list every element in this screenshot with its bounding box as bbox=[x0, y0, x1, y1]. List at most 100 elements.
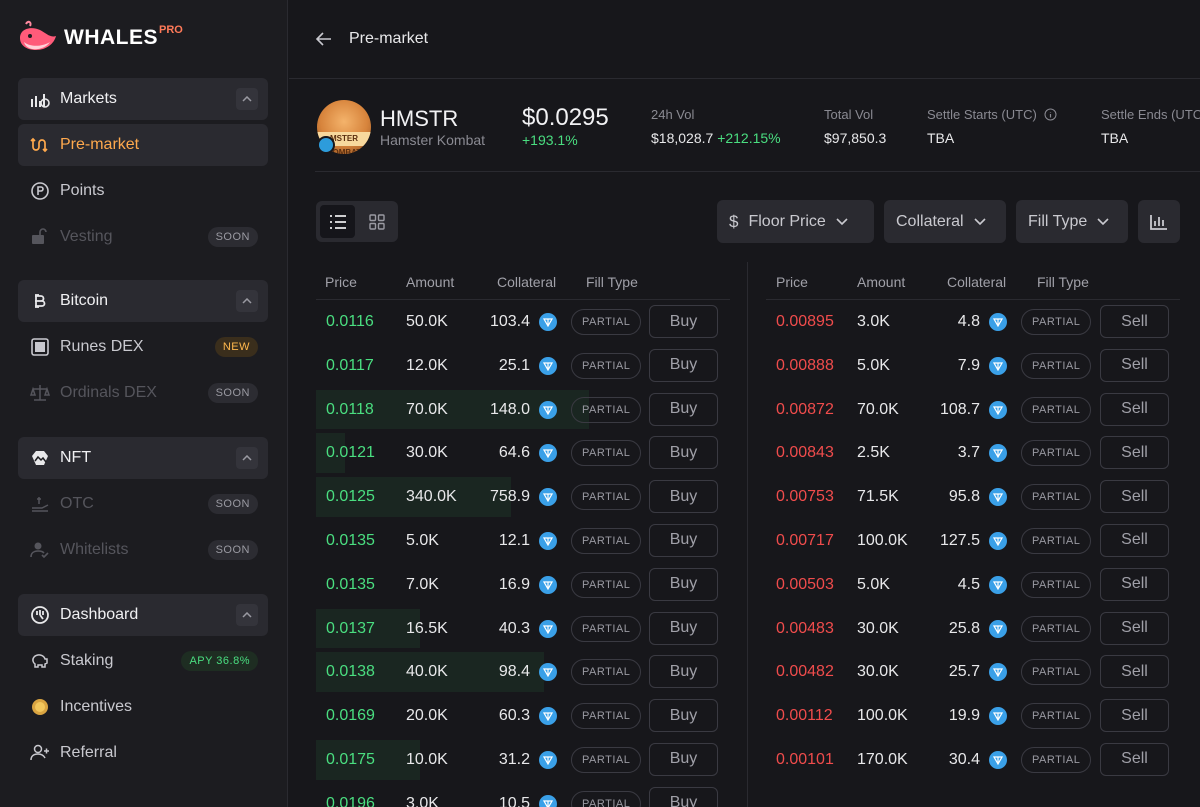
new-badge: NEW bbox=[214, 337, 258, 357]
order-collateral: 25.8 bbox=[948, 619, 980, 637]
fill-type-badge: PARTIAL bbox=[571, 527, 642, 554]
fill-type-badge: PARTIAL bbox=[571, 659, 642, 686]
fill-type-dropdown[interactable]: Fill Type bbox=[1016, 200, 1128, 243]
sell-button[interactable]: Sell bbox=[1100, 523, 1169, 557]
order-amount: 7.0K bbox=[406, 575, 439, 593]
info-icon[interactable] bbox=[1044, 108, 1057, 121]
back-arrow-icon[interactable] bbox=[315, 30, 333, 48]
column-header-price: Price bbox=[325, 274, 357, 290]
sell-button[interactable]: Sell bbox=[1100, 392, 1169, 426]
nav-group-dashboard-header[interactable]: Dashboard bbox=[18, 594, 268, 636]
brand-name: WHALES bbox=[64, 26, 158, 49]
sell-button[interactable]: Sell bbox=[1100, 742, 1169, 776]
nav-group-nft-header[interactable]: NFT bbox=[18, 437, 268, 479]
buy-button[interactable]: Buy bbox=[649, 348, 718, 382]
sidebar-item-incentives[interactable]: Incentives bbox=[18, 686, 268, 728]
sidebar-item-runes-dex[interactable]: Runes DEX NEW bbox=[18, 326, 268, 368]
sidebar-item-staking[interactable]: Staking APY 36.8% bbox=[18, 640, 268, 682]
collateral-dropdown[interactable]: Collateral bbox=[884, 200, 1006, 243]
chevron-up-icon[interactable] bbox=[236, 447, 258, 469]
chevron-up-icon[interactable] bbox=[236, 88, 258, 110]
buy-button[interactable]: Buy bbox=[649, 786, 718, 807]
chevron-up-icon[interactable] bbox=[236, 604, 258, 626]
fill-type-badge: PARTIAL bbox=[571, 703, 642, 730]
list-view-button[interactable] bbox=[320, 205, 355, 238]
chevron-up-icon[interactable] bbox=[236, 290, 258, 312]
sell-button[interactable]: Sell bbox=[1100, 480, 1169, 514]
order-price: 0.0118 bbox=[326, 400, 374, 418]
list-icon bbox=[329, 214, 346, 229]
buy-button[interactable]: Buy bbox=[649, 480, 718, 514]
buy-button[interactable]: Buy bbox=[649, 523, 718, 557]
pre-market-icon bbox=[30, 135, 50, 155]
nav-group-label: NFT bbox=[60, 449, 92, 466]
ton-icon bbox=[989, 531, 1007, 550]
sell-button[interactable]: Sell bbox=[1100, 699, 1169, 733]
sidebar-item-label: OTC bbox=[60, 495, 94, 512]
dropdown-label: Floor Price bbox=[748, 212, 826, 230]
ton-icon bbox=[539, 619, 557, 638]
table-row: 0.0116 50.0K 103.4 PARTIAL Buy bbox=[316, 300, 730, 344]
floor-price-dropdown[interactable]: $ Floor Price bbox=[717, 200, 874, 243]
nav-group-markets-header[interactable]: Markets bbox=[18, 78, 268, 120]
sell-button[interactable]: Sell bbox=[1100, 567, 1169, 601]
depth-bar bbox=[316, 608, 420, 649]
fill-type-badge: PARTIAL bbox=[571, 571, 642, 598]
sidebar-item-pre-market[interactable]: Pre-market bbox=[18, 124, 268, 166]
order-amount: 70.0K bbox=[857, 400, 899, 418]
buy-button[interactable]: Buy bbox=[649, 567, 718, 601]
ton-icon bbox=[539, 400, 557, 419]
column-header-price: Price bbox=[776, 274, 808, 290]
order-price: 0.00895 bbox=[776, 313, 834, 330]
stat-label: Settle Ends (UTC bbox=[1101, 107, 1200, 122]
column-header-fill-type: Fill Type bbox=[1037, 274, 1089, 290]
ton-icon bbox=[989, 488, 1007, 507]
order-amount: 340.0K bbox=[406, 488, 457, 506]
sidebar-item-vesting[interactable]: Vesting SOON bbox=[18, 216, 268, 258]
fill-type-badge: PARTIAL bbox=[1021, 396, 1092, 423]
sidebar: WHALES PRO Markets Pre-market Points bbox=[0, 0, 288, 807]
order-collateral: 127.5 bbox=[939, 531, 980, 549]
dropdown-label: Fill Type bbox=[1028, 212, 1088, 230]
sell-button[interactable]: Sell bbox=[1100, 655, 1169, 689]
chart-icon bbox=[1150, 214, 1167, 230]
order-collateral: 16.9 bbox=[498, 575, 530, 593]
stat-value: $18,028.7 bbox=[651, 130, 714, 146]
sidebar-item-points[interactable]: Points bbox=[18, 170, 268, 212]
sell-button[interactable]: Sell bbox=[1100, 611, 1169, 645]
sidebar-item-whitelists[interactable]: Whitelists SOON bbox=[18, 529, 268, 571]
chevron-down-icon bbox=[974, 217, 986, 225]
sell-button[interactable]: Sell bbox=[1100, 436, 1169, 470]
ton-icon bbox=[539, 575, 557, 594]
buy-button[interactable]: Buy bbox=[649, 392, 718, 426]
table-row: 0.00753 71.5K 95.8 PARTIAL Sell bbox=[766, 475, 1180, 519]
grid-view-button[interactable] bbox=[359, 205, 394, 238]
buy-button[interactable]: Buy bbox=[649, 611, 718, 645]
buy-button[interactable]: Buy bbox=[649, 655, 718, 689]
buy-button[interactable]: Buy bbox=[649, 742, 718, 776]
ton-icon bbox=[989, 575, 1007, 594]
brand-logo[interactable]: WHALES PRO bbox=[16, 18, 183, 58]
piggy-bank-icon bbox=[30, 651, 50, 671]
chart-button[interactable] bbox=[1138, 200, 1180, 243]
depth-bar bbox=[316, 739, 420, 780]
user-plus-icon bbox=[30, 743, 50, 763]
sidebar-item-referral[interactable]: Referral bbox=[18, 732, 268, 774]
sell-button[interactable]: Sell bbox=[1100, 348, 1169, 382]
token-name: Hamster Kombat bbox=[380, 132, 486, 148]
order-collateral: 758.9 bbox=[489, 488, 530, 506]
order-amount: 16.5K bbox=[406, 619, 448, 637]
buy-button[interactable]: Buy bbox=[649, 436, 718, 470]
sidebar-item-label: Vesting bbox=[60, 228, 113, 245]
dashboard-icon bbox=[30, 605, 50, 625]
ton-icon bbox=[989, 750, 1007, 769]
buy-button[interactable]: Buy bbox=[649, 305, 718, 338]
sidebar-item-ordinals-dex[interactable]: Ordinals DEX SOON bbox=[18, 372, 268, 414]
table-row: 0.0125 340.0K 758.9 PARTIAL Buy bbox=[316, 475, 730, 519]
buy-button[interactable]: Buy bbox=[649, 699, 718, 733]
nav-group-bitcoin-header[interactable]: Bitcoin bbox=[18, 280, 268, 322]
nft-icon bbox=[30, 448, 50, 468]
fill-type-badge: PARTIAL bbox=[571, 790, 642, 807]
sell-button[interactable]: Sell bbox=[1100, 305, 1169, 338]
sidebar-item-otc[interactable]: OTC SOON bbox=[18, 483, 268, 525]
